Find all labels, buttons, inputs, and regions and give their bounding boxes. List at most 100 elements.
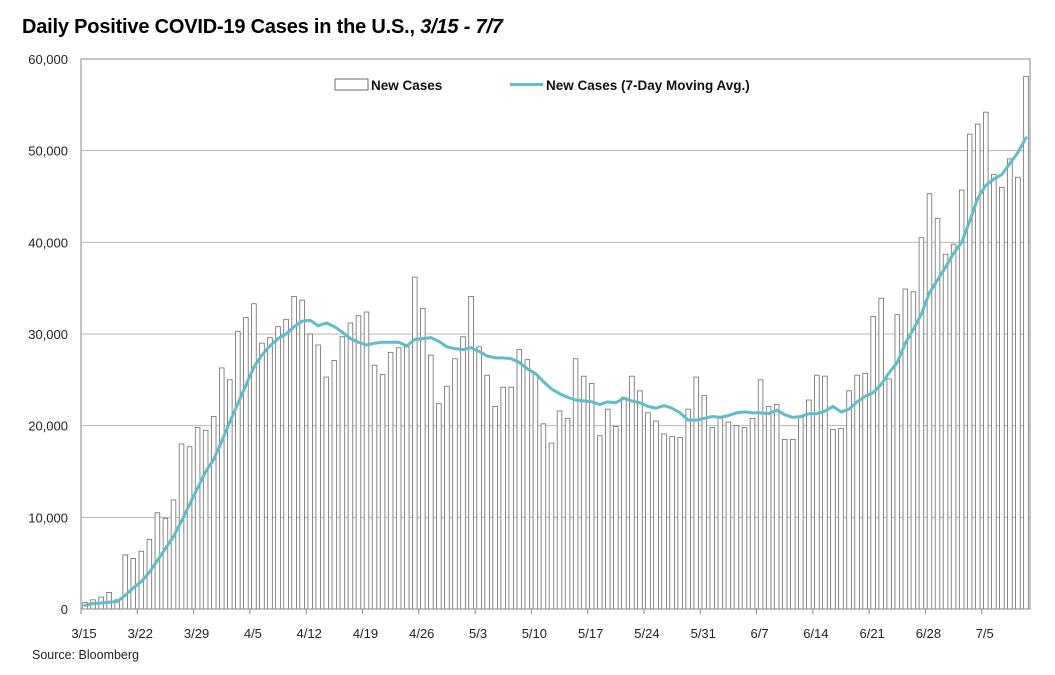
- bar: [613, 426, 619, 610]
- bar: [790, 439, 796, 610]
- bar: [468, 296, 474, 610]
- bar: [765, 406, 772, 610]
- bar: [886, 378, 892, 610]
- moving-avg-line: [83, 136, 1028, 607]
- x-tick-label: 3/22: [128, 626, 153, 641]
- x-tick-label: 5/3: [469, 626, 487, 641]
- bar: [403, 346, 410, 610]
- x-tick-label: 4/26: [409, 626, 434, 641]
- bar: [709, 427, 716, 610]
- bar: [194, 427, 201, 610]
- bar: [966, 133, 973, 610]
- plot-frame: [80, 58, 1031, 610]
- bar: [749, 417, 756, 610]
- x-tick-label: 4/12: [297, 626, 322, 641]
- bar: [597, 435, 603, 610]
- bar: [942, 253, 949, 610]
- bar: [661, 433, 667, 610]
- bar: [186, 446, 193, 610]
- bar: [677, 437, 683, 610]
- bar: [572, 358, 579, 610]
- y-tick-label: 40,000: [28, 235, 68, 250]
- bar: [733, 425, 740, 610]
- bar: [460, 336, 466, 610]
- x-tick-label: 4/19: [353, 626, 378, 641]
- bar: [339, 336, 346, 610]
- bar: [806, 399, 812, 610]
- bar: [492, 406, 498, 610]
- bar: [548, 442, 555, 610]
- bar: [387, 351, 394, 610]
- x-tick-label: 6/7: [751, 626, 769, 641]
- bar: [122, 554, 128, 610]
- bar: [958, 189, 965, 610]
- bar: [219, 367, 225, 610]
- legend: New Cases New Cases (7-Day Moving Avg.): [334, 78, 750, 93]
- bar: [926, 193, 933, 610]
- bar: [371, 364, 378, 610]
- bar: [500, 386, 506, 610]
- bar: [991, 174, 997, 610]
- x-tick-label: 7/5: [976, 626, 994, 641]
- bar: [637, 390, 643, 610]
- bar: [532, 373, 539, 610]
- bar: [685, 408, 691, 610]
- bar: [540, 423, 547, 610]
- bar: [428, 354, 434, 610]
- bar: [227, 379, 233, 610]
- x-tick-label: 6/21: [859, 626, 884, 641]
- line-series-moving-avg: [83, 136, 1028, 607]
- bar: [629, 375, 635, 610]
- bar: [235, 330, 241, 610]
- bar: [524, 359, 531, 610]
- y-tick-label: 0: [61, 602, 68, 617]
- bar: [452, 358, 458, 610]
- x-tick-label: 3/15: [71, 626, 96, 641]
- bar: [950, 243, 957, 610]
- bar: [701, 395, 708, 610]
- bar: [420, 307, 426, 610]
- bar: [436, 403, 442, 610]
- y-tick-label: 20,000: [28, 419, 68, 434]
- x-tick-label: 4/5: [244, 626, 262, 641]
- y-tick-label: 30,000: [28, 327, 68, 342]
- bar: [355, 315, 362, 610]
- axes: 0 10,000 20,000 30,000 40,000 50,000 60,000 3/1…: [28, 52, 1031, 641]
- bar: [267, 337, 273, 610]
- bar: [588, 383, 595, 610]
- chart-title: Daily Positive COVID-19 Cases in the U.S…: [22, 16, 503, 39]
- bar: [1023, 76, 1029, 610]
- x-tick-label: 5/10: [522, 626, 547, 641]
- bar: [307, 333, 313, 610]
- source-note: Source: Bloomberg: [32, 648, 140, 662]
- bar: [323, 376, 330, 610]
- bar: [830, 428, 836, 610]
- bar: [1015, 176, 1021, 610]
- bar: [693, 376, 699, 610]
- bar: [315, 344, 321, 610]
- bar: [476, 346, 482, 610]
- bar: [162, 517, 169, 610]
- bar: [1007, 158, 1013, 610]
- bar: [210, 416, 217, 610]
- x-tick-label: 6/14: [803, 626, 828, 641]
- bar: [516, 349, 523, 610]
- bar: [347, 322, 354, 610]
- bar: [251, 303, 257, 610]
- chart-title-dates: 3/15 - 7/7: [420, 16, 503, 38]
- bar: [781, 439, 788, 610]
- chart-title-main: Daily Positive COVID-19 Cases in the U.S…: [22, 16, 415, 38]
- bar: [798, 417, 804, 610]
- bar: [379, 373, 386, 610]
- bar: [508, 386, 514, 610]
- bar: [854, 374, 860, 610]
- bar: [275, 326, 281, 610]
- bar: [814, 374, 820, 610]
- bar: [878, 297, 884, 610]
- bar: [918, 237, 925, 610]
- legend-swatch-bar: [334, 78, 369, 91]
- bar: [444, 385, 450, 610]
- bar: [773, 404, 780, 610]
- bar: [605, 408, 611, 610]
